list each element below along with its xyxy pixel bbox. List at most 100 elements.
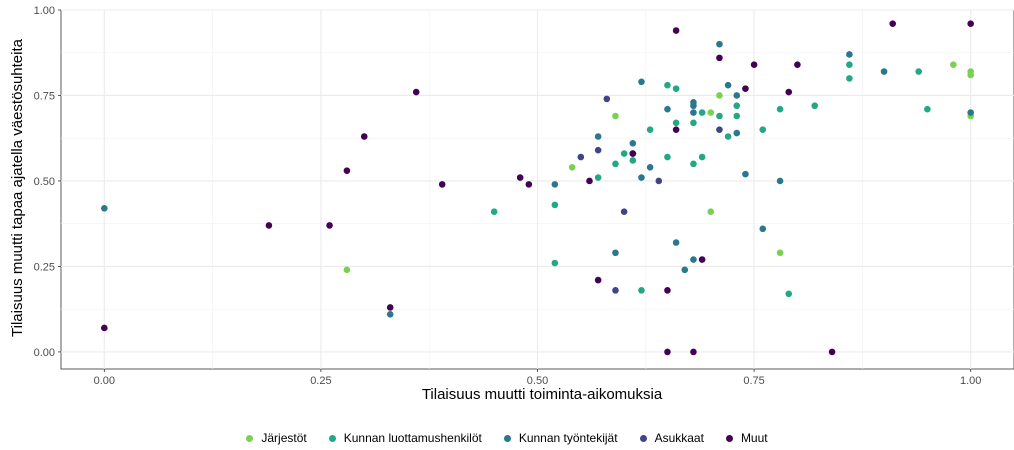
- point-kunnan-luottamushenkil-t: [776, 105, 784, 113]
- point-muut: [594, 276, 602, 284]
- point-kunnan-luottamushenkil-t: [785, 290, 793, 298]
- point-kunnan-luottamushenkil-t: [629, 157, 637, 164]
- point-muut: [586, 177, 593, 185]
- point-j-rjest-t: [776, 249, 784, 257]
- point-muut: [343, 167, 351, 174]
- gridlines: [61, 9, 1014, 369]
- point-kunnan-ty-ntekij-t: [386, 310, 394, 318]
- point-kunnan-ty-ntekij-t: [733, 129, 741, 137]
- point-muut: [828, 348, 836, 356]
- legend-marker: [725, 434, 733, 442]
- point-kunnan-luottamushenkil-t: [646, 126, 654, 133]
- point-kunnan-ty-ntekij-t: [716, 40, 723, 48]
- point-asukkaat: [620, 208, 628, 216]
- point-kunnan-ty-ntekij-t: [681, 266, 689, 274]
- x-tick-label: 0.75: [743, 375, 764, 387]
- point-kunnan-luottamushenkil-t: [759, 126, 767, 133]
- point-kunnan-luottamushenkil-t: [915, 68, 922, 75]
- point-muut: [664, 287, 671, 294]
- point-muut: [664, 348, 671, 356]
- point-kunnan-luottamushenkil-t: [846, 61, 853, 69]
- point-kunnan-luottamushenkil-t: [698, 153, 706, 161]
- point-j-rjest-t: [950, 61, 957, 69]
- point-kunnan-luottamushenkil-t: [724, 133, 732, 140]
- x-axis-title: Tilaisuus muutti toiminta-aikomuksia: [422, 386, 663, 403]
- x-tick-label: 0.50: [527, 375, 548, 387]
- legend: Järjestöt Kunnan luottamushenkilöt Kunnan …: [0, 428, 1014, 448]
- point-kunnan-luottamushenkil-t: [811, 102, 819, 110]
- legend-label: Muut: [740, 431, 768, 445]
- point-asukkaat: [655, 177, 663, 185]
- point-kunnan-ty-ntekij-t: [759, 225, 767, 233]
- point-muut: [785, 88, 793, 96]
- point-kunnan-luottamushenkil-t: [924, 105, 931, 113]
- x-tick-label: 1.00: [960, 375, 981, 387]
- point-kunnan-ty-ntekij-t: [690, 109, 697, 116]
- point-kunnan-luottamushenkil-t: [733, 102, 741, 110]
- y-tick-label: 1.00: [34, 5, 55, 17]
- legend-item: Kunnan luottamushenkilöt: [328, 431, 482, 445]
- point-muut: [690, 348, 697, 356]
- point-kunnan-luottamushenkil-t: [612, 160, 619, 168]
- point-kunnan-ty-ntekij-t: [551, 181, 559, 188]
- y-tick-label: 0.00: [34, 347, 55, 359]
- point-kunnan-ty-ntekij-t: [742, 170, 749, 178]
- point-muut: [889, 20, 897, 27]
- point-kunnan-luottamushenkil-t: [594, 174, 602, 181]
- point-kunnan-ty-ntekij-t: [646, 163, 654, 171]
- legend-label: Kunnan luottamushenkilöt: [343, 431, 482, 445]
- point-kunnan-luottamushenkil-t: [846, 75, 853, 82]
- point-kunnan-luottamushenkil-t: [664, 153, 671, 161]
- point-asukkaat: [577, 153, 585, 161]
- point-muut: [716, 54, 723, 62]
- point-kunnan-luottamushenkil-t: [490, 208, 498, 216]
- point-muut: [629, 150, 637, 157]
- point-kunnan-ty-ntekij-t: [594, 133, 602, 140]
- point-kunnan-ty-ntekij-t: [629, 140, 637, 147]
- point-muut: [360, 133, 368, 140]
- point-asukkaat: [716, 126, 723, 133]
- y-axis-title: Tilaisuus muutti tapaa ajatella väestösu…: [9, 38, 26, 337]
- point-kunnan-ty-ntekij-t: [733, 92, 741, 99]
- point-j-rjest-t: [967, 71, 974, 79]
- point-kunnan-ty-ntekij-t: [101, 205, 108, 212]
- point-kunnan-ty-ntekij-t: [776, 177, 784, 185]
- point-j-rjest-t: [343, 266, 351, 274]
- legend-label: Asukkaat: [654, 431, 704, 445]
- point-asukkaat: [603, 95, 611, 103]
- legend-marker: [328, 434, 336, 442]
- point-muut: [412, 88, 420, 96]
- point-kunnan-ty-ntekij-t: [672, 239, 680, 246]
- point-kunnan-luottamushenkil-t: [551, 259, 559, 267]
- legend-item: Kunnan työntekijät: [503, 431, 618, 445]
- point-muut: [386, 304, 394, 311]
- point-kunnan-ty-ntekij-t: [612, 249, 619, 257]
- data-points: [101, 20, 974, 356]
- point-muut: [516, 174, 524, 181]
- point-j-rjest-t: [612, 112, 619, 120]
- point-kunnan-luottamushenkil-t: [690, 119, 697, 127]
- point-j-rjest-t: [707, 208, 715, 216]
- x-tick-label: 0.25: [310, 375, 331, 387]
- point-muut: [750, 61, 758, 69]
- point-muut: [525, 181, 533, 188]
- point-kunnan-ty-ntekij-t: [846, 51, 853, 58]
- point-kunnan-luottamushenkil-t: [698, 109, 706, 116]
- point-muut: [438, 181, 446, 188]
- y-tick-label: 0.50: [34, 176, 55, 188]
- point-asukkaat: [594, 146, 602, 154]
- legend-marker: [246, 434, 254, 442]
- point-kunnan-luottamushenkil-t: [672, 119, 680, 127]
- point-kunnan-ty-ntekij-t: [724, 81, 732, 89]
- point-j-rjest-t: [707, 109, 715, 116]
- point-muut: [672, 27, 680, 34]
- legend-item: Järjestöt: [246, 431, 307, 445]
- point-kunnan-luottamushenkil-t: [690, 160, 697, 168]
- point-kunnan-luottamushenkil-t: [638, 287, 645, 294]
- point-muut: [265, 222, 273, 229]
- point-kunnan-ty-ntekij-t: [880, 68, 888, 75]
- point-kunnan-ty-ntekij-t: [664, 105, 671, 113]
- point-kunnan-ty-ntekij-t: [638, 78, 645, 86]
- point-muut: [742, 85, 749, 92]
